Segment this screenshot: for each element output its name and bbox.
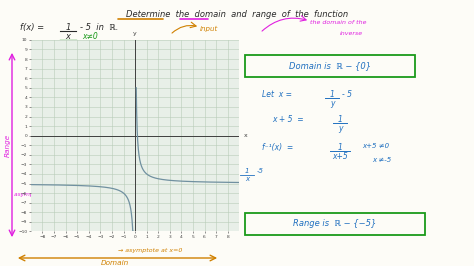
Text: x: x (245, 176, 249, 182)
Text: x+5: x+5 (332, 152, 348, 161)
Text: x: x (244, 133, 247, 138)
Text: 1: 1 (245, 168, 249, 174)
Text: x+5 ≠0: x+5 ≠0 (362, 143, 389, 149)
Text: the domain of the: the domain of the (310, 20, 366, 25)
Text: 1: 1 (329, 90, 335, 99)
Text: x: x (65, 32, 71, 41)
Text: Range is  ℝ − {−5}: Range is ℝ − {−5} (293, 219, 377, 228)
Text: Let  x =: Let x = (262, 90, 292, 99)
Text: f⁻¹(x)  =: f⁻¹(x) = (262, 143, 293, 152)
Text: -5: -5 (257, 168, 264, 174)
Text: 1: 1 (65, 23, 71, 32)
Text: f(x)=: f(x)= (215, 168, 233, 174)
Text: Range: Range (5, 133, 11, 157)
Text: - 5: - 5 (342, 90, 352, 99)
Text: Determine  the  domain  and  range  of  the  function: Determine the domain and range of the fu… (126, 10, 348, 19)
Text: 1: 1 (337, 143, 342, 152)
Text: Domain is  ℝ − {0}: Domain is ℝ − {0} (289, 61, 371, 70)
Text: 1: 1 (337, 115, 342, 124)
Bar (245, 213, 425, 235)
Text: x≠0: x≠0 (82, 32, 98, 41)
Text: f(x) =: f(x) = (20, 23, 44, 32)
Bar (245, 55, 415, 77)
Text: → asymptote at x=0: → asymptote at x=0 (118, 248, 182, 253)
Text: y: y (330, 99, 334, 108)
Text: y: y (133, 31, 137, 36)
Text: x ≠-5: x ≠-5 (372, 157, 391, 163)
Text: x + 5  =: x + 5 = (272, 115, 304, 124)
Text: Domain: Domain (101, 260, 129, 266)
Text: y: y (338, 124, 342, 133)
Text: asymptote at y=-5: asymptote at y=-5 (14, 192, 69, 197)
Text: input: input (200, 26, 218, 32)
Text: - 5  in  ℝ.: - 5 in ℝ. (80, 23, 118, 32)
Text: inverse: inverse (340, 31, 363, 36)
